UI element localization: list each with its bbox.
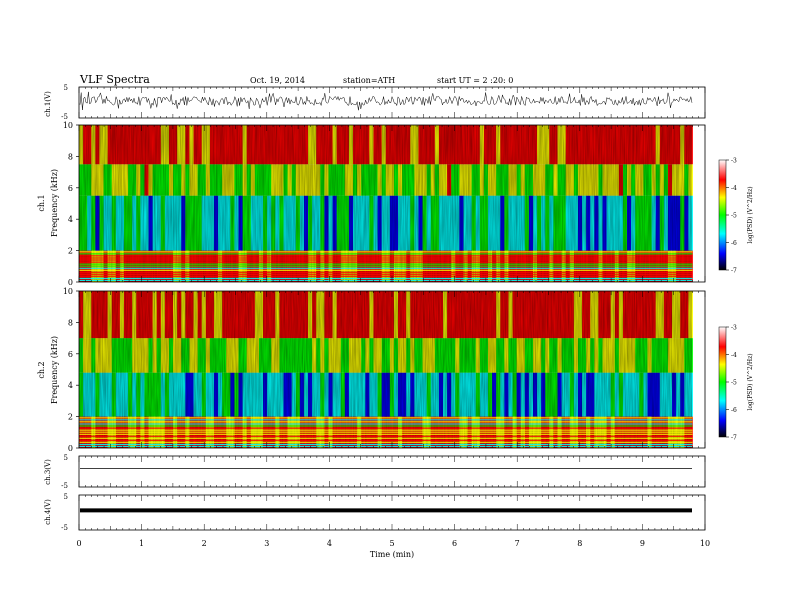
ch2-colorbar-label: log(PSD) (V^2/Hz): [747, 353, 754, 410]
colorbar-tick-label: -3: [731, 325, 737, 332]
frequency-tick-label: 10: [63, 287, 73, 296]
ch4-ytick-bottom: -5: [61, 524, 68, 532]
ch1-colorbar: [718, 159, 727, 271]
figure-title: VLF Spectra: [79, 73, 150, 86]
ch1-waveform-panel: 5 -5 ch.1(V): [44, 84, 706, 121]
frequency-tick-label: 0: [68, 278, 73, 287]
frequency-tick-label: 10: [63, 121, 73, 130]
colorbar-tick-label: -5: [731, 380, 737, 387]
ch3-ylabel: ch.3(V): [44, 459, 52, 485]
ch2-colorbar-ticks: -3 -4 -5 -6 -7: [726, 325, 737, 442]
colorbar-tick-label: -7: [731, 268, 737, 275]
colorbar-tick-label: -6: [731, 240, 737, 247]
frequency-tick-label: 2: [68, 413, 73, 422]
time-axis-labels: 0 1 2 3 4 5 6 7 8 9 10: [76, 539, 710, 548]
time-tick-label: 1: [139, 539, 144, 548]
time-tick-label: 5: [389, 539, 394, 548]
ch4-ylabel: ch.4(V): [44, 499, 52, 525]
frequency-tick-label: 6: [68, 184, 73, 193]
colorbar-tick-label: -5: [731, 213, 737, 220]
ch2-frequency-axis-label: Frequency (kHz): [50, 336, 59, 404]
ch3-ytick-bottom: -5: [61, 482, 68, 490]
ch1-low-frequency-lines: [79, 251, 693, 281]
ch3-ytick-top: 5: [64, 454, 68, 462]
ch1-ylabel: ch.1(V): [44, 91, 52, 117]
ch1-frequency-ticks: 0 2 4 6 8 10: [63, 121, 79, 287]
ch1-frequency-axis-label: Frequency (kHz): [50, 169, 59, 237]
colorbar-tick-label: -3: [731, 158, 737, 165]
time-axis-ticks: [78, 87, 706, 530]
time-tick-label: 0: [76, 539, 81, 548]
time-tick-label: 9: [640, 539, 645, 548]
frequency-tick-label: 2: [68, 247, 73, 256]
ch3-waveform-panel: 5 -5 ch.3(V): [44, 454, 706, 490]
start-time-label: start UT = 2 :20: 0: [437, 76, 513, 85]
date-label: Oct. 19, 2014: [250, 76, 305, 85]
ch4-ytick-top: 5: [64, 493, 68, 501]
ch2-spectrogram-channel-label: ch.2: [37, 361, 46, 378]
time-tick-label: 2: [202, 539, 207, 548]
colorbar-tick-label: -7: [731, 435, 737, 442]
frequency-tick-label: 8: [68, 318, 73, 327]
ch2-frequency-ticks: 0 2 4 6 8 10: [63, 287, 79, 453]
time-tick-label: 3: [264, 539, 269, 548]
ch1-colorbar-label: log(PSD) (V^2/Hz): [747, 186, 754, 243]
time-tick-label: 7: [515, 539, 520, 548]
station-label: station=ATH: [343, 76, 395, 85]
ch4-waveform-panel: 5 -5 ch.4(V): [44, 493, 706, 532]
ch2-low-frequency-lines: [79, 417, 693, 447]
time-tick-label: 8: [577, 539, 582, 548]
colorbar-tick-label: -4: [731, 185, 737, 192]
ch1-ytick-top: 5: [64, 84, 68, 92]
frequency-tick-label: 8: [68, 152, 73, 161]
time-tick-label: 10: [700, 539, 710, 548]
time-axis-label: Time (min): [370, 550, 414, 559]
colorbar-tick-label: -4: [731, 352, 737, 359]
colorbar-tick-label: -6: [731, 407, 737, 414]
ch1-trace: [79, 91, 693, 111]
time-tick-label: 6: [452, 539, 457, 548]
ch1-colorbar-ticks: -3 -4 -5 -6 -7: [726, 158, 737, 275]
ch1-ytick-bottom: -5: [61, 113, 68, 121]
frequency-tick-label: 6: [68, 350, 73, 359]
frequency-tick-label: 4: [68, 215, 73, 224]
ch2-colorbar: [718, 326, 727, 438]
ch1-spectrogram-channel-label: ch.1: [37, 194, 46, 211]
frequency-tick-label: 4: [68, 381, 73, 390]
frequency-tick-label: 0: [68, 444, 73, 453]
time-tick-label: 4: [327, 539, 332, 548]
